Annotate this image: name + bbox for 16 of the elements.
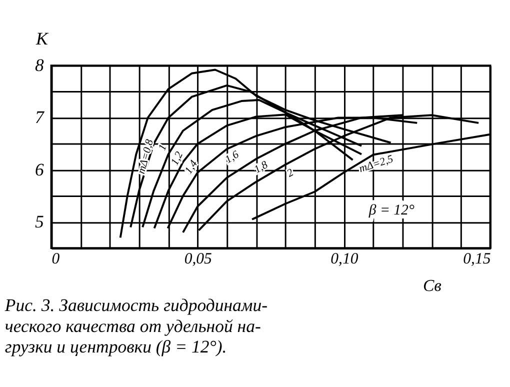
x-tick-label: 0,15 [463, 250, 491, 268]
text: mΔ=0,8 [135, 138, 156, 176]
y-axis-title: K [35, 28, 50, 48]
y-tick-label: 8 [35, 55, 44, 76]
y-tick-label: 6 [35, 159, 44, 180]
y-tick-label: 5 [35, 211, 44, 232]
x-tick-label: 0 [52, 250, 60, 268]
x-tick-label: 0,10 [330, 250, 358, 268]
text: 1,6 [223, 148, 242, 166]
text: mΔ=2,5 [358, 152, 396, 176]
text: 1 [156, 142, 170, 152]
text: 2 [284, 166, 296, 180]
x-tick-label: 0,05 [184, 250, 212, 268]
x-axis-title: Cв [422, 276, 442, 295]
y-tick-label: 7 [35, 107, 46, 128]
text: Рис. 3. Зависимость гидродинами- ческого качества от удельной на- грузки и центровки (β = 12°). [4, 295, 268, 357]
